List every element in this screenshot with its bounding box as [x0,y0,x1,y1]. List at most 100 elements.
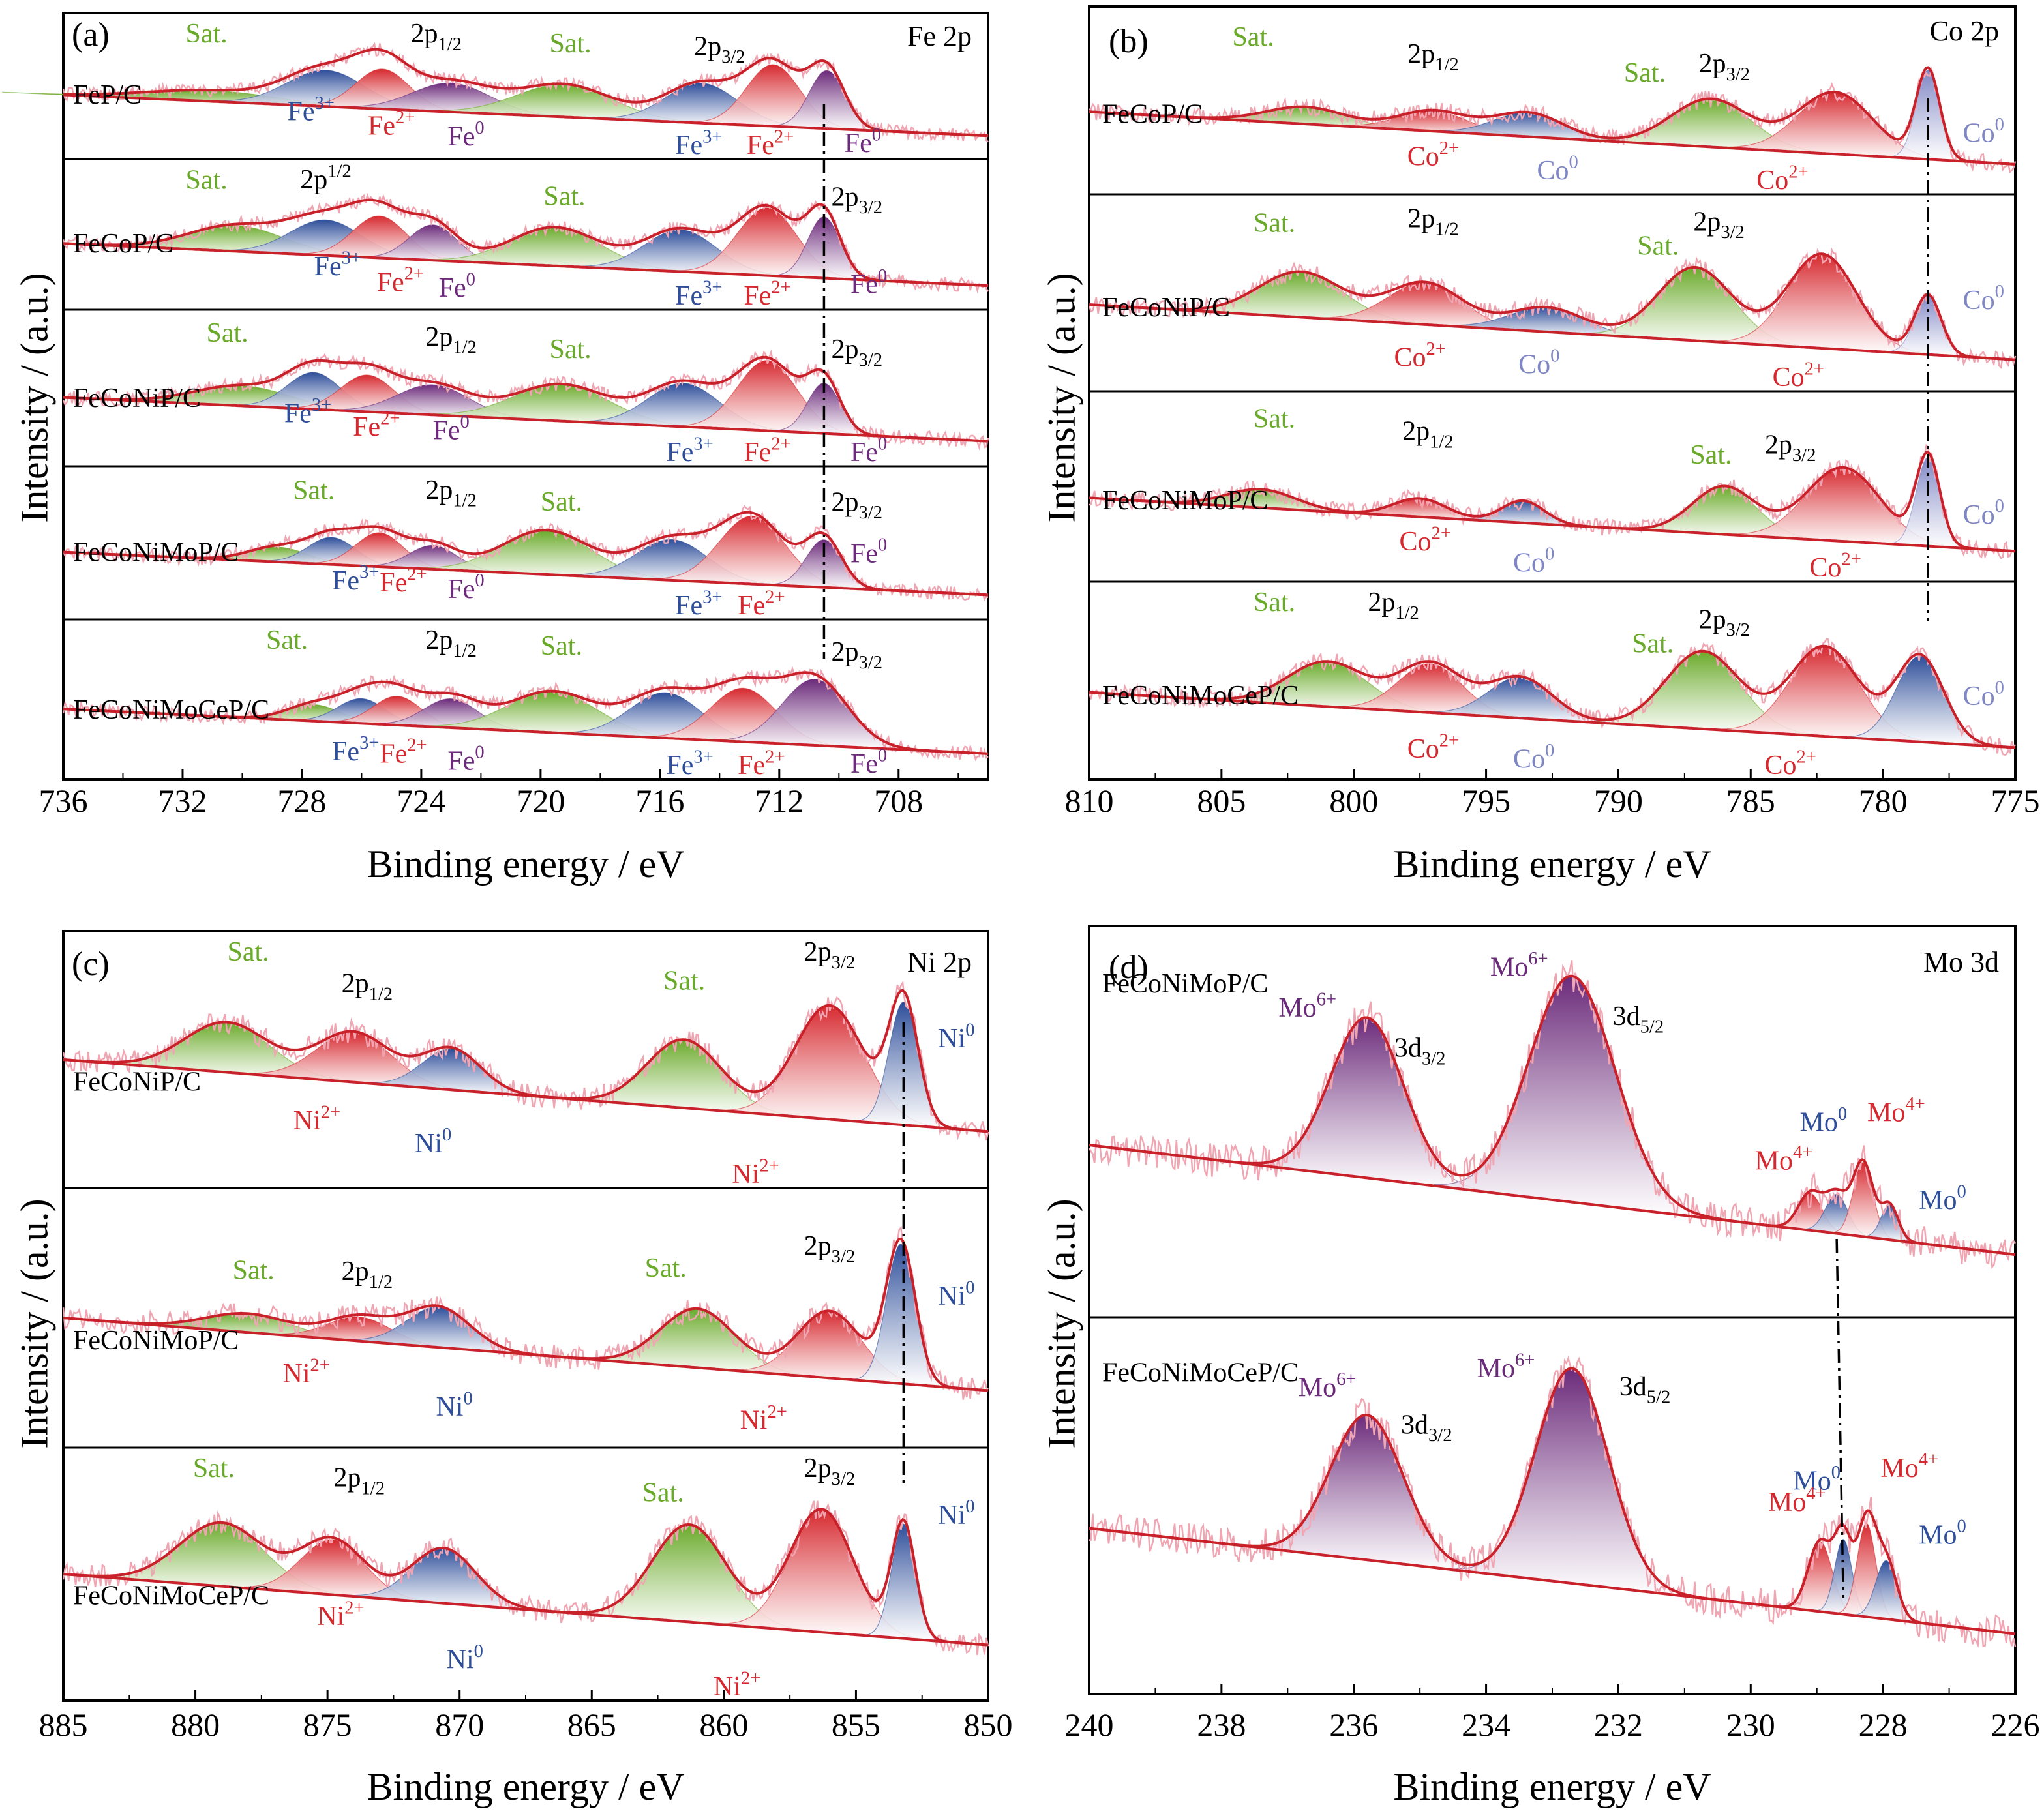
peak-label: Mo0 [1800,1104,1848,1138]
peak-label: Sat. [1254,209,1295,239]
x-tick-label: 870 [435,1706,484,1743]
peak-label: 2p1/2 [342,1257,393,1292]
panel-1: 810 805 800 795 790 785 780 775 Binding energy /… [1040,5,2040,886]
peak-label: 2p3/2 [831,637,882,673]
peak-label: 2p3/2 [804,1453,855,1489]
peak-label: Fe2+ [380,736,427,769]
peak-label: 2p1/2 [1407,204,1458,240]
panel-tag: (b) [1109,23,1149,60]
peak-label: Co0 [1513,544,1554,578]
x-tick-label: 800 [1329,782,1378,819]
peak-label: Mo4+ [1768,1483,1826,1517]
peak-label: Sat. [233,1256,275,1286]
sample-name: FeCoP/C [1102,100,1203,130]
peak-label: Ni0 [938,1497,974,1530]
peak-label: Fe2+ [377,264,424,298]
peak-label: 2p3/2 [1765,430,1816,466]
peak-label: Mo0 [1919,1517,1966,1551]
peak-label: 2p1/2 [342,969,393,1005]
peak-label: Co0 [1963,115,2004,149]
peak-label: Mo6+ [1299,1369,1357,1403]
x-tick-label: 805 [1197,782,1246,819]
peak-label: Co2+ [1764,747,1816,781]
peak-label: 2p3/2 [1698,604,1749,640]
x-tick-label: 230 [1726,1706,1775,1743]
sample-name: FeCoNiMoP/C [1102,969,1268,999]
sample-name: FeCoNiP/C [73,1067,201,1097]
sample-name: FeCoP/C [73,229,173,259]
raw-trace [1089,1355,2017,1648]
sample-0: FeCoP/C Sat. 2p1/2 Sat. 2p3/2 Co2+ Co0 Co2+ Co0 [1089,22,2017,196]
peak-label: Co2+ [1394,339,1445,373]
peak-label: Ni0 [415,1125,451,1159]
peak-label: Sat. [1632,629,1674,659]
peak-label: 3d5/2 [1613,1002,1664,1037]
peak-label: Sat. [550,335,592,365]
envelope-curve [63,989,989,1133]
sample-1: FeCoNiMoP/C Sat. 2p1/2 Sat. 2p3/2 Ni2+ Ni0 Ni2+… [62,1225,989,1436]
peak-label: Ni2+ [283,1356,330,1390]
envelope-curve [63,48,989,138]
peak-label: Sat. [645,1253,687,1283]
peak-label: Fe2+ [744,277,790,311]
reference-line [1835,1238,1845,1598]
peak-label: Mo6+ [1278,990,1336,1024]
peak-label: 2p1/2 [300,161,351,195]
y-axis-label: Intensity / (a.u.) [12,1199,55,1448]
peak-label: Sat. [206,318,248,348]
peak-label: Sat. [1624,58,1666,88]
peak-label: 2p3/2 [1698,49,1749,85]
sample-name: FeCoNiP/C [73,383,201,413]
peak-label: Ni2+ [732,1155,779,1189]
x-tick-label: 226 [1991,1706,2040,1743]
sample-name: FeCoNiMoCeP/C [1102,681,1299,711]
peak-label: Fe0 [447,118,484,152]
sample-0: FeP/C Sat. 2p1/2 Sat. 2p3/2 Fe3+ Fe2+ Fe0 Fe3+ Fe… [2,19,989,160]
x-tick-label: 785 [1726,782,1775,819]
axes-frame [62,12,989,781]
envelope-curve [1089,451,2016,553]
x-tick-label: 860 [699,1706,748,1743]
peak-label: Sat. [1254,588,1295,618]
background-line [63,93,989,138]
peak-label: Fe3+ [675,277,722,311]
peak-label: Mo0 [1793,1463,1841,1497]
x-tick-label: 234 [1462,1706,1510,1743]
envelope-curve [1089,644,2016,749]
panel-tag: (c) [72,946,110,983]
peak-label: 2p3/2 [831,182,882,218]
x-axis-label: Binding energy / eV [1393,1765,1711,1808]
panel-3: 240 238 236 234 232 230 228 226 Binding energy /… [1040,925,2040,1808]
peak-label: Fe3+ [332,733,379,767]
peak-label: 2p3/2 [804,1231,855,1267]
sample-1: FeCoP/C Sat. 2p1/2 Sat. 2p3/2 Fe3+ Fe2+ Fe0 Fe3+… [62,161,989,311]
peak-label: Fe2+ [353,408,400,442]
peak-label: 2p1/2 [425,322,476,358]
peak-label: 3d3/2 [1401,1410,1452,1446]
background-line [1089,110,2016,166]
x-tick-label: 850 [964,1706,1013,1743]
x-tick-label: 236 [1329,1706,1378,1743]
peak-label: Fe2+ [747,127,794,160]
peak-label: Sat. [1690,440,1732,470]
x-tick-label: 885 [39,1706,88,1743]
peak-label: Sat. [550,29,592,59]
peak-label: Co2+ [1407,730,1459,764]
x-tick-label: 228 [1859,1706,1908,1743]
peak-label: Co0 [1963,496,2004,530]
x-tick-label: 724 [397,782,445,819]
element-label: Fe 2p [907,20,972,52]
peak-label: 2p3/2 [831,487,882,523]
raw-trace [1088,247,2017,370]
peak-label: Fe2+ [380,565,427,599]
envelope-curve [1089,974,2016,1256]
peak-label: 2p1/2 [425,475,476,511]
panel-tag: (a) [72,16,110,53]
x-tick-label: 790 [1594,782,1643,819]
sample-name: FeCoNiMoCeP/C [1102,1358,1299,1388]
peak-label: Co2+ [1809,549,1861,583]
sample-name: FeP/C [73,80,142,110]
sample-name: FeCoNiMoP/C [1102,486,1268,516]
background-line [1089,496,2016,553]
peak-label: Fe2+ [738,747,785,781]
